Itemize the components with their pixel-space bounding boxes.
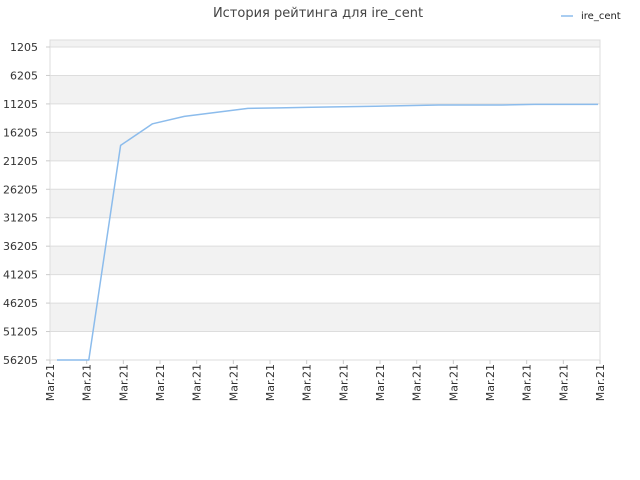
x-tick-label: Mar.21 — [521, 364, 534, 401]
x-axis-ticks: Mar.21 Mar.21 Mar.21 Mar.21 Mar.21 Mar.21 Mar.… — [44, 360, 607, 401]
y-tick-label: 41205 — [3, 269, 38, 282]
x-tick-label: Mar.21 — [117, 364, 130, 401]
x-tick-label: Mar.21 — [227, 364, 240, 401]
legend[interactable]: ire_cent — [561, 11, 621, 22]
x-tick-label: Mar.21 — [301, 364, 314, 401]
x-tick-label: Mar.21 — [337, 364, 350, 401]
x-tick-label: Mar.21 — [154, 364, 167, 401]
x-tick-label: Mar.21 — [557, 364, 570, 401]
series-line-ire_cent — [57, 103, 598, 361]
series-layer — [57, 103, 598, 361]
x-tick-label: Mar.21 — [411, 364, 424, 401]
x-tick-label: Mar.21 — [374, 364, 387, 401]
background-band — [50, 40, 600, 47]
x-tick-label: Mar.21 — [484, 364, 497, 401]
plot-background-bands — [50, 40, 600, 332]
background-band — [50, 246, 600, 275]
x-tick-label: Mar.21 — [594, 364, 607, 401]
x-tick-label: Mar.21 — [447, 364, 460, 401]
background-band — [50, 75, 600, 104]
x-tick-label: Mar.21 — [191, 364, 204, 401]
y-tick-label: 11205 — [3, 98, 38, 111]
y-tick-label: 26205 — [3, 183, 38, 196]
y-tick-label: 21205 — [3, 155, 38, 168]
x-tick-label: Mar.21 — [44, 364, 57, 401]
gridlines — [50, 46, 600, 361]
background-band — [50, 132, 600, 161]
x-tick-label: Mar.21 — [81, 364, 94, 401]
y-tick-label: 36205 — [3, 240, 38, 253]
y-tick-label: 51205 — [3, 326, 38, 339]
y-tick-label: 31205 — [3, 212, 38, 225]
y-tick-label: 1205 — [10, 41, 38, 54]
background-band — [50, 303, 600, 332]
chart-title: История рейтинга для ire_cent — [213, 6, 423, 21]
y-tick-label: 56205 — [3, 354, 38, 367]
legend-label: ire_cent — [581, 11, 621, 22]
y-tick-label: 46205 — [3, 297, 38, 310]
plot-frame — [49, 39, 601, 361]
y-tick-label: 6205 — [10, 69, 38, 82]
background-band — [50, 189, 600, 218]
y-axis-ticks: 1205 6205 11205 16205 21205 26205 31205 36205 41… — [3, 41, 50, 367]
x-tick-label: Mar.21 — [264, 364, 277, 401]
y-tick-label: 16205 — [3, 126, 38, 139]
